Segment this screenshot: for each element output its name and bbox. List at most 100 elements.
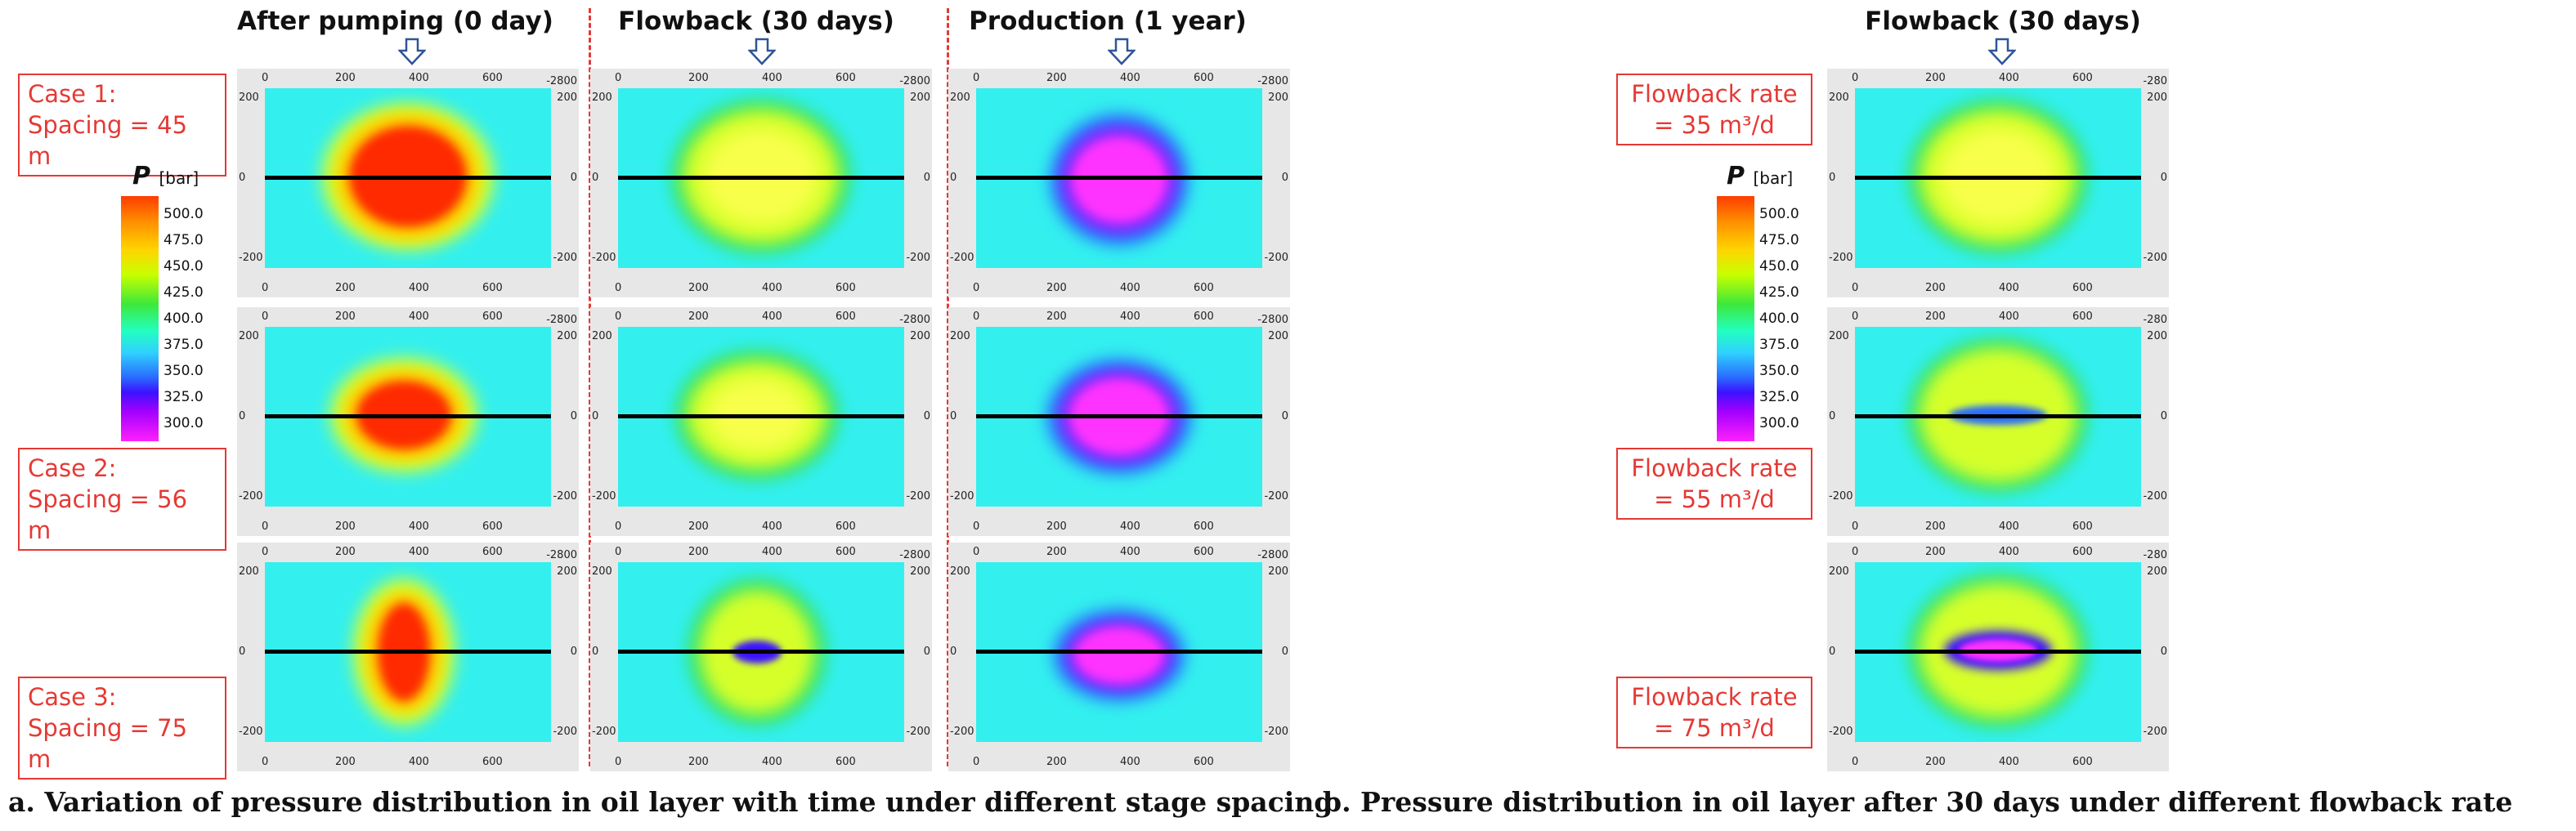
pressure-field bbox=[265, 327, 551, 507]
pressure-field bbox=[976, 327, 1262, 507]
x-tick-label: 0 bbox=[262, 282, 269, 294]
y-tick-label: 200 bbox=[950, 330, 970, 342]
x-tick-label: 200 bbox=[688, 546, 709, 558]
x-tick-label: 600 bbox=[836, 72, 856, 84]
x-tick-label: 0 bbox=[262, 520, 269, 533]
y-tick-label: 200 bbox=[1268, 92, 1288, 104]
wellbore-line bbox=[976, 176, 1262, 180]
y-tick-label: 200 bbox=[2147, 565, 2167, 578]
y-tick-label: 200 bbox=[950, 92, 970, 104]
y-tick-label: 200 bbox=[950, 565, 970, 578]
x-tick-label: 600 bbox=[482, 72, 503, 84]
x-tick-label: 400 bbox=[409, 546, 429, 558]
y-tick-label: 200 bbox=[910, 565, 930, 578]
x-tick-label: 200 bbox=[1925, 72, 1946, 84]
pressure-panel: 0 0 200 200 400 400 600 600 200 200 0 0 -200 -200 -280… bbox=[948, 543, 1290, 771]
x-tick-label: 0 bbox=[1852, 546, 1859, 558]
x-tick-label: 200 bbox=[1046, 520, 1067, 533]
wellbore-line bbox=[1855, 414, 2141, 418]
y-tick-label: 0 bbox=[1829, 410, 1836, 422]
case-1-label: Case 1: Spacing = 45 m bbox=[18, 74, 226, 176]
wellbore-line bbox=[265, 176, 551, 180]
x-tick-label: 0 bbox=[973, 72, 980, 84]
y-tick-label: -200 bbox=[906, 252, 930, 264]
col-title-flowback: Flowback (30 days) bbox=[618, 7, 894, 36]
x-tick-label: 400 bbox=[762, 520, 782, 533]
wellbore-line bbox=[265, 414, 551, 418]
frame-label: -280 bbox=[2143, 75, 2167, 87]
y-tick-label: 200 bbox=[910, 92, 930, 104]
x-tick-label: 200 bbox=[335, 756, 356, 768]
y-tick-label: 0 bbox=[923, 410, 930, 422]
y-tick-label: 0 bbox=[570, 646, 577, 658]
x-tick-label: 400 bbox=[1999, 282, 2019, 294]
y-tick-label: 0 bbox=[1281, 172, 1288, 184]
rate-2-label: Flowback rate = 55 m³/d bbox=[1616, 448, 1812, 520]
arrow-down-icon bbox=[398, 38, 426, 65]
x-tick-label: 200 bbox=[335, 520, 356, 533]
legend-ticks-b: 500.0 475.0 450.0 425.0 400.0 375.0 350.… bbox=[1759, 206, 1799, 431]
x-tick-label: 400 bbox=[1999, 546, 2019, 558]
x-tick-label: 200 bbox=[335, 72, 356, 84]
x-tick-label: 0 bbox=[973, 756, 980, 768]
frame-label: -280 bbox=[2143, 549, 2167, 561]
x-tick-label: 200 bbox=[688, 282, 709, 294]
x-tick-label: 600 bbox=[836, 282, 856, 294]
y-tick-label: 200 bbox=[239, 330, 259, 342]
y-tick-label: -200 bbox=[1829, 726, 1853, 738]
x-tick-label: 600 bbox=[2072, 756, 2093, 768]
y-tick-label: 200 bbox=[2147, 330, 2167, 342]
x-tick-label: 0 bbox=[615, 311, 622, 323]
x-tick-label: 400 bbox=[1120, 72, 1140, 84]
frame-label: -2800 bbox=[1257, 75, 1288, 87]
x-tick-label: 200 bbox=[1925, 311, 1946, 323]
x-tick-label: 600 bbox=[482, 756, 503, 768]
wellbore-line bbox=[1855, 176, 2141, 180]
x-tick-label: 400 bbox=[409, 520, 429, 533]
y-tick-label: 0 bbox=[2160, 410, 2167, 422]
pressure-field bbox=[618, 327, 904, 507]
x-tick-label: 0 bbox=[1852, 756, 1859, 768]
y-tick-label: -200 bbox=[592, 726, 616, 738]
y-tick-label: 0 bbox=[239, 646, 246, 658]
y-tick-label: -200 bbox=[553, 252, 577, 264]
y-tick-label: 0 bbox=[1281, 646, 1288, 658]
y-tick-label: 0 bbox=[923, 172, 930, 184]
x-tick-label: 400 bbox=[762, 282, 782, 294]
pressure-panel: 0 0 200 200 400 400 600 600 200 200 0 0 -200 -200 -280… bbox=[590, 69, 932, 297]
y-tick-label: 200 bbox=[239, 565, 259, 578]
x-tick-label: 200 bbox=[1046, 311, 1067, 323]
x-tick-label: 200 bbox=[335, 311, 356, 323]
x-tick-label: 600 bbox=[482, 520, 503, 533]
y-tick-label: 200 bbox=[910, 330, 930, 342]
y-tick-label: -200 bbox=[2143, 490, 2167, 503]
pressure-panel: 0 0 200 200 400 400 600 600 200 200 0 0 -200 -200 -280… bbox=[590, 543, 932, 771]
y-tick-label: 200 bbox=[2147, 92, 2167, 104]
x-tick-label: 600 bbox=[2072, 72, 2093, 84]
y-tick-label: -200 bbox=[239, 726, 263, 738]
y-tick-label: 0 bbox=[239, 410, 246, 422]
arrow-down-icon bbox=[1108, 38, 1136, 65]
x-tick-label: 0 bbox=[1852, 311, 1859, 323]
x-tick-label: 600 bbox=[836, 546, 856, 558]
pressure-field bbox=[976, 88, 1262, 268]
y-tick-label: 0 bbox=[592, 172, 599, 184]
caption-b: b. Pressure distribution in oil layer af… bbox=[1323, 786, 2513, 818]
x-tick-label: 400 bbox=[1120, 756, 1140, 768]
y-tick-label: 200 bbox=[239, 92, 259, 104]
legend-ticks: 500.0 475.0 450.0 425.0 400.0 375.0 350.… bbox=[164, 206, 204, 431]
x-tick-label: 600 bbox=[1194, 546, 1214, 558]
x-tick-label: 400 bbox=[409, 311, 429, 323]
x-tick-label: 600 bbox=[1194, 756, 1214, 768]
x-tick-label: 200 bbox=[1046, 756, 1067, 768]
col-title-flowback-b: Flowback (30 days) bbox=[1865, 7, 2141, 36]
y-tick-label: 200 bbox=[1268, 330, 1288, 342]
pressure-field bbox=[1855, 562, 2141, 742]
pressure-panel: 0 0 200 200 400 400 600 600 200 200 0 0 -200 -200 -280… bbox=[590, 307, 932, 536]
y-tick-label: -200 bbox=[553, 490, 577, 503]
frame-label: -280 bbox=[2143, 314, 2167, 326]
x-tick-label: 600 bbox=[836, 311, 856, 323]
y-tick-label: 200 bbox=[557, 565, 577, 578]
x-tick-label: 200 bbox=[688, 520, 709, 533]
y-tick-label: 200 bbox=[592, 92, 612, 104]
